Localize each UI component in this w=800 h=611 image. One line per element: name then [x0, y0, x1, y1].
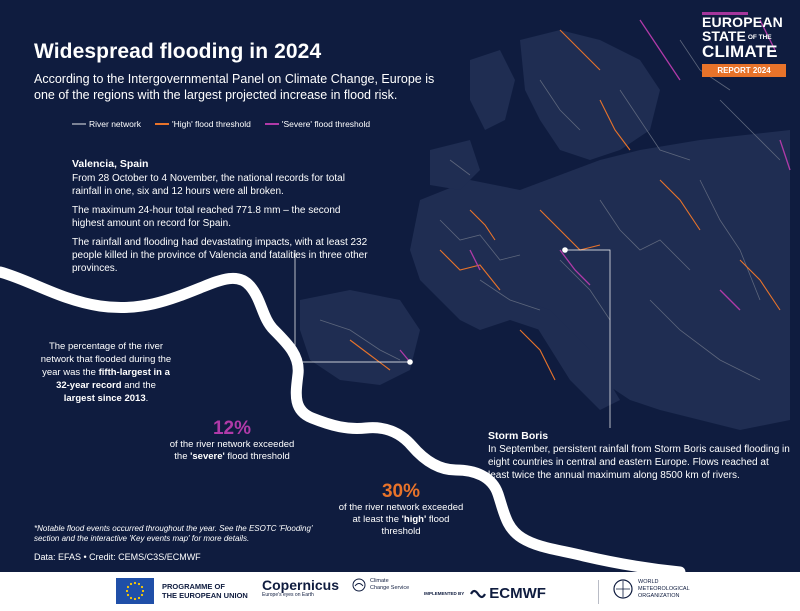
stat-severe-text: of the river network exceeded the 'sever…	[165, 439, 299, 463]
ecmwf-logo: IMPLEMENTED BY ECMWF	[424, 585, 546, 602]
valencia-paragraph-3: The rainfall and flooding had devastatin…	[72, 237, 368, 274]
decorative-river	[0, 266, 686, 578]
eu-line-1: PROGRAMME OF	[162, 582, 225, 591]
c3s-line-1: Climate	[370, 578, 389, 584]
legend-swatch-high	[154, 123, 169, 125]
wmo-logo: WORLD METEOROLOGICAL ORGANIZATION	[612, 578, 690, 600]
valencia-callout: Valencia, Spain From 28 October to 4 Nov…	[72, 158, 372, 281]
eu-flag-icon	[116, 578, 154, 604]
valencia-heading: Valencia, Spain	[72, 158, 149, 170]
pct-text-2: and the	[121, 380, 156, 391]
footnote: *Notable flood events occurred throughou…	[34, 524, 313, 543]
ecmwf-icon	[470, 589, 487, 598]
pct-bold-1: fifth-largest in a 32-year record	[56, 367, 170, 391]
c3s-line-2: Change Service	[370, 585, 410, 591]
implemented-by-label: IMPLEMENTED BY	[424, 591, 465, 596]
stat-high-value: 30%	[381, 481, 421, 502]
percentage-statement: The percentage of the river network that…	[40, 340, 172, 405]
legend-swatch-river	[72, 123, 86, 125]
storm-boris-marker	[562, 247, 568, 253]
legend-item-severe: 'Severe' flood threshold	[264, 119, 371, 129]
data-credit: Data: EFAS • Credit: CEMS/C3S/ECMWF	[34, 552, 201, 562]
badge-line-european: EUROPEAN	[702, 14, 783, 30]
pct-text-1: The percentage of the river network that…	[40, 341, 172, 378]
legend-label-severe: 'Severe' flood threshold	[281, 119, 371, 129]
stat-severe-value: 12%	[212, 418, 252, 439]
badge-line-state: STATE OF THE	[692, 29, 792, 43]
copernicus-tagline: Europe's eyes on Earth	[262, 592, 314, 598]
storm-boris-text: In September, persistent rainfall from S…	[488, 444, 790, 481]
legend-swatch-severe	[264, 123, 279, 125]
report-badge: EUROPEAN STATE OF THE CLIMATE REPORT 2024	[692, 12, 792, 77]
page-subtitle: According to the Intergovernmental Panel…	[34, 72, 435, 102]
legend-item-river: River network	[72, 119, 141, 129]
stat-severe-line: of the river network exceeded the	[169, 439, 295, 462]
pct-bold-2: largest since 2013	[63, 393, 146, 404]
land-areas	[300, 30, 790, 430]
valencia-marker	[407, 359, 413, 365]
stat-high-tail: flood threshold	[381, 514, 450, 537]
eu-programme-logo: PROGRAMME OF THE EUROPEAN UNION	[116, 578, 248, 604]
c3s-text: Climate Change Service	[370, 578, 409, 592]
stat-severe-tail: flood threshold	[224, 451, 290, 462]
wmo-line-3: ORGANIZATION	[638, 592, 680, 599]
wmo-text: WORLD METEOROLOGICAL ORGANIZATION	[638, 579, 690, 600]
pct-text-3: .	[145, 393, 149, 404]
wmo-icon	[613, 579, 633, 599]
wmo-line-1: WORLD	[638, 578, 659, 585]
footer-divider	[598, 580, 599, 604]
eu-programme-text: PROGRAMME OF THE EUROPEAN UNION	[162, 582, 248, 600]
storm-boris-heading: Storm Boris	[488, 430, 549, 442]
legend-item-high: 'High' flood threshold	[154, 119, 251, 129]
page-title: Widespread flooding in 2024	[34, 40, 322, 63]
copernicus-logo: Copernicus Europe's eyes on Earth	[262, 578, 339, 598]
storm-boris-callout: Storm Boris In September, persistent rai…	[488, 430, 792, 482]
badge-state: STATE	[702, 28, 746, 44]
badge-accent-bar	[702, 12, 748, 15]
eu-line-2: THE EUROPEAN UNION	[162, 591, 248, 600]
map-legend: River network 'High' flood threshold 'Se…	[72, 119, 384, 129]
legend-label-high: 'High' flood threshold	[171, 119, 251, 129]
copernicus-icon: Copernicus Europe's eyes on Earth	[262, 578, 339, 598]
high-threshold-rivers	[349, 29, 781, 381]
c3s-icon	[352, 578, 366, 592]
stat-severe-bold: 'severe'	[190, 451, 225, 462]
river-network	[319, 39, 781, 381]
footer-logos: PROGRAMME OF THE EUROPEAN UNION Copernic…	[0, 572, 800, 611]
stat-high: 30% of the river network exceeded at lea…	[335, 481, 467, 538]
legend-label-river: River network	[89, 119, 141, 129]
ecmwf-wordmark: ECMWF	[489, 585, 546, 602]
c3s-logo: Climate Change Service	[352, 578, 409, 592]
badge-of-the: OF THE	[747, 33, 772, 41]
badge-line-climate: CLIMATE	[702, 42, 778, 61]
stat-high-line: of the river network exceeded at least t…	[338, 502, 464, 525]
badge-report-year: REPORT 2024	[702, 64, 786, 77]
wmo-line-2: METEOROLOGICAL	[638, 585, 690, 592]
stat-high-text: of the river network exceeded at least t…	[335, 502, 467, 538]
valencia-paragraph-2: The maximum 24-hour total reached 771.8 …	[72, 205, 341, 229]
valencia-paragraph-1: From 28 October to 4 November, the natio…	[72, 173, 345, 197]
copernicus-wordmark: Copernicus	[262, 577, 340, 593]
stat-high-bold: 'high'	[401, 514, 427, 525]
severe-threshold-rivers	[399, 19, 791, 363]
stat-severe: 12% of the river network exceeded the 's…	[165, 418, 299, 463]
